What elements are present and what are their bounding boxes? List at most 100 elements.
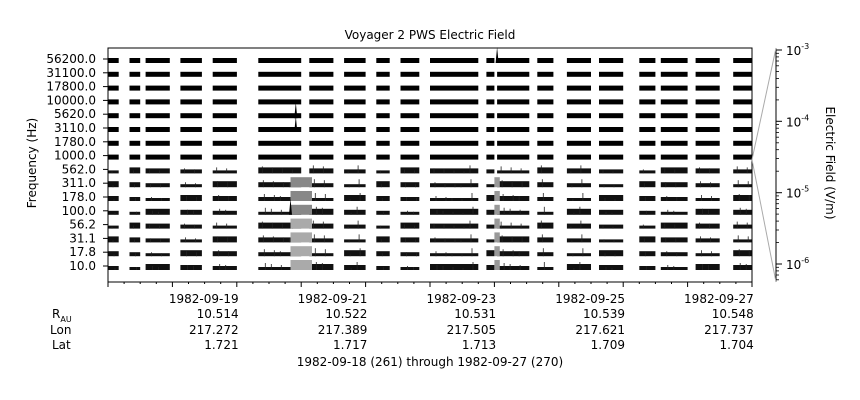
coverage-segment	[129, 71, 141, 77]
coverage-segment	[599, 209, 624, 215]
coverage-segment	[695, 99, 720, 105]
emission-band	[494, 260, 500, 270]
coverage-segment	[733, 184, 752, 188]
coverage-segment	[129, 99, 141, 105]
ephemeris-value: 10.539	[583, 307, 625, 321]
coverage-segment	[344, 113, 366, 119]
coverage-segment	[733, 169, 752, 174]
coverage-segment	[344, 169, 366, 174]
coverage-segment	[400, 99, 420, 105]
coverage-segment	[344, 127, 366, 132]
coverage-segment	[400, 237, 420, 243]
coverage-segment	[639, 58, 656, 63]
coverage-segment	[733, 224, 752, 229]
event-spike	[294, 102, 298, 119]
coverage-segment	[129, 154, 141, 160]
coverage-segment	[180, 85, 202, 91]
coverage-segment	[660, 167, 688, 174]
coverage-segment	[660, 85, 688, 91]
coverage-segment	[497, 127, 530, 132]
coverage-segment	[212, 181, 237, 188]
coverage-segment	[566, 183, 591, 188]
coverage-segment	[486, 265, 495, 270]
coverage-segment	[639, 225, 656, 229]
ephemeris-value: 217.505	[447, 323, 497, 337]
coverage-segment	[695, 58, 720, 63]
colorbar-tick-label: 10-4	[786, 113, 809, 129]
coverage-segment	[129, 197, 141, 201]
coverage-segment	[376, 154, 390, 160]
coverage-segment	[309, 127, 334, 132]
coverage-segment	[180, 58, 202, 63]
coverage-segment	[733, 140, 752, 146]
coverage-segment	[566, 264, 591, 270]
coverage-segment	[430, 208, 479, 215]
coverage-segment	[660, 113, 688, 119]
coverage-segment	[129, 113, 141, 119]
frequency-tick-label: 31100.0	[46, 66, 96, 80]
coverage-segment	[258, 127, 302, 132]
coverage-segment	[212, 266, 237, 270]
coverage-segment	[376, 170, 390, 174]
coverage-segment	[145, 264, 170, 270]
coverage-segment	[537, 167, 554, 174]
frequency-tick-label: 178.0	[62, 190, 96, 204]
coverage-segment	[400, 167, 420, 174]
coverage-segment	[497, 58, 530, 63]
coverage-segment	[537, 58, 554, 63]
coverage-segment	[599, 113, 624, 119]
coverage-segment	[430, 183, 479, 188]
date-tick-label: 1982-09-25	[555, 292, 625, 306]
colorbar: 10-3 10-4 10-5 10-6	[751, 42, 809, 283]
ephemeris-value: 10.531	[454, 307, 496, 321]
r-au-row-label: RAU	[52, 307, 72, 324]
coverage-segment	[344, 224, 366, 229]
coverage-segment	[258, 197, 302, 201]
coverage-segment	[108, 251, 119, 257]
coverage-segment	[258, 267, 302, 270]
coverage-segment	[376, 181, 390, 188]
coverage-segment	[695, 264, 720, 270]
coverage-segment	[486, 113, 495, 119]
coverage-segment	[258, 211, 302, 215]
event-spike	[294, 116, 298, 132]
coverage-segment	[344, 209, 366, 215]
coverage-segment	[695, 198, 720, 201]
ephemeris-value: 217.389	[318, 323, 368, 337]
coverage-segment	[309, 183, 334, 188]
coverage-segment	[660, 99, 688, 105]
colorbar-connector	[751, 47, 777, 160]
lon-row-label: Lon	[50, 323, 71, 337]
coverage-segment	[180, 71, 202, 77]
coverage-segment	[566, 208, 591, 215]
coverage-segment	[309, 198, 334, 201]
coverage-segment	[258, 99, 302, 105]
coverage-segment	[145, 168, 170, 174]
coverage-segment	[180, 99, 202, 105]
coverage-segment	[129, 211, 141, 215]
coverage-segment	[108, 71, 119, 77]
coverage-segment	[639, 99, 656, 105]
coverage-segment	[376, 113, 390, 119]
coverage-segment	[344, 154, 366, 160]
coverage-segment	[400, 85, 420, 91]
coverage-segment	[309, 58, 334, 63]
coverage-segment	[129, 252, 141, 257]
coverage-segment	[212, 225, 237, 229]
coverage-segment	[180, 250, 202, 257]
coverage-segment	[566, 154, 591, 160]
coverage-segment	[108, 58, 119, 63]
coverage-segment	[212, 236, 237, 243]
coverage-segment	[430, 85, 479, 91]
coverage-segment	[599, 195, 624, 201]
coverage-segment	[258, 58, 302, 63]
coverage-segment	[537, 222, 554, 229]
coverage-segment	[430, 198, 479, 201]
coverage-segment	[212, 127, 237, 132]
coverage-segment	[537, 211, 554, 215]
coverage-segment	[695, 140, 720, 146]
coverage-segment	[400, 154, 420, 160]
ephemeris-value: 1.717	[333, 338, 367, 352]
coverage-segment	[486, 195, 495, 201]
